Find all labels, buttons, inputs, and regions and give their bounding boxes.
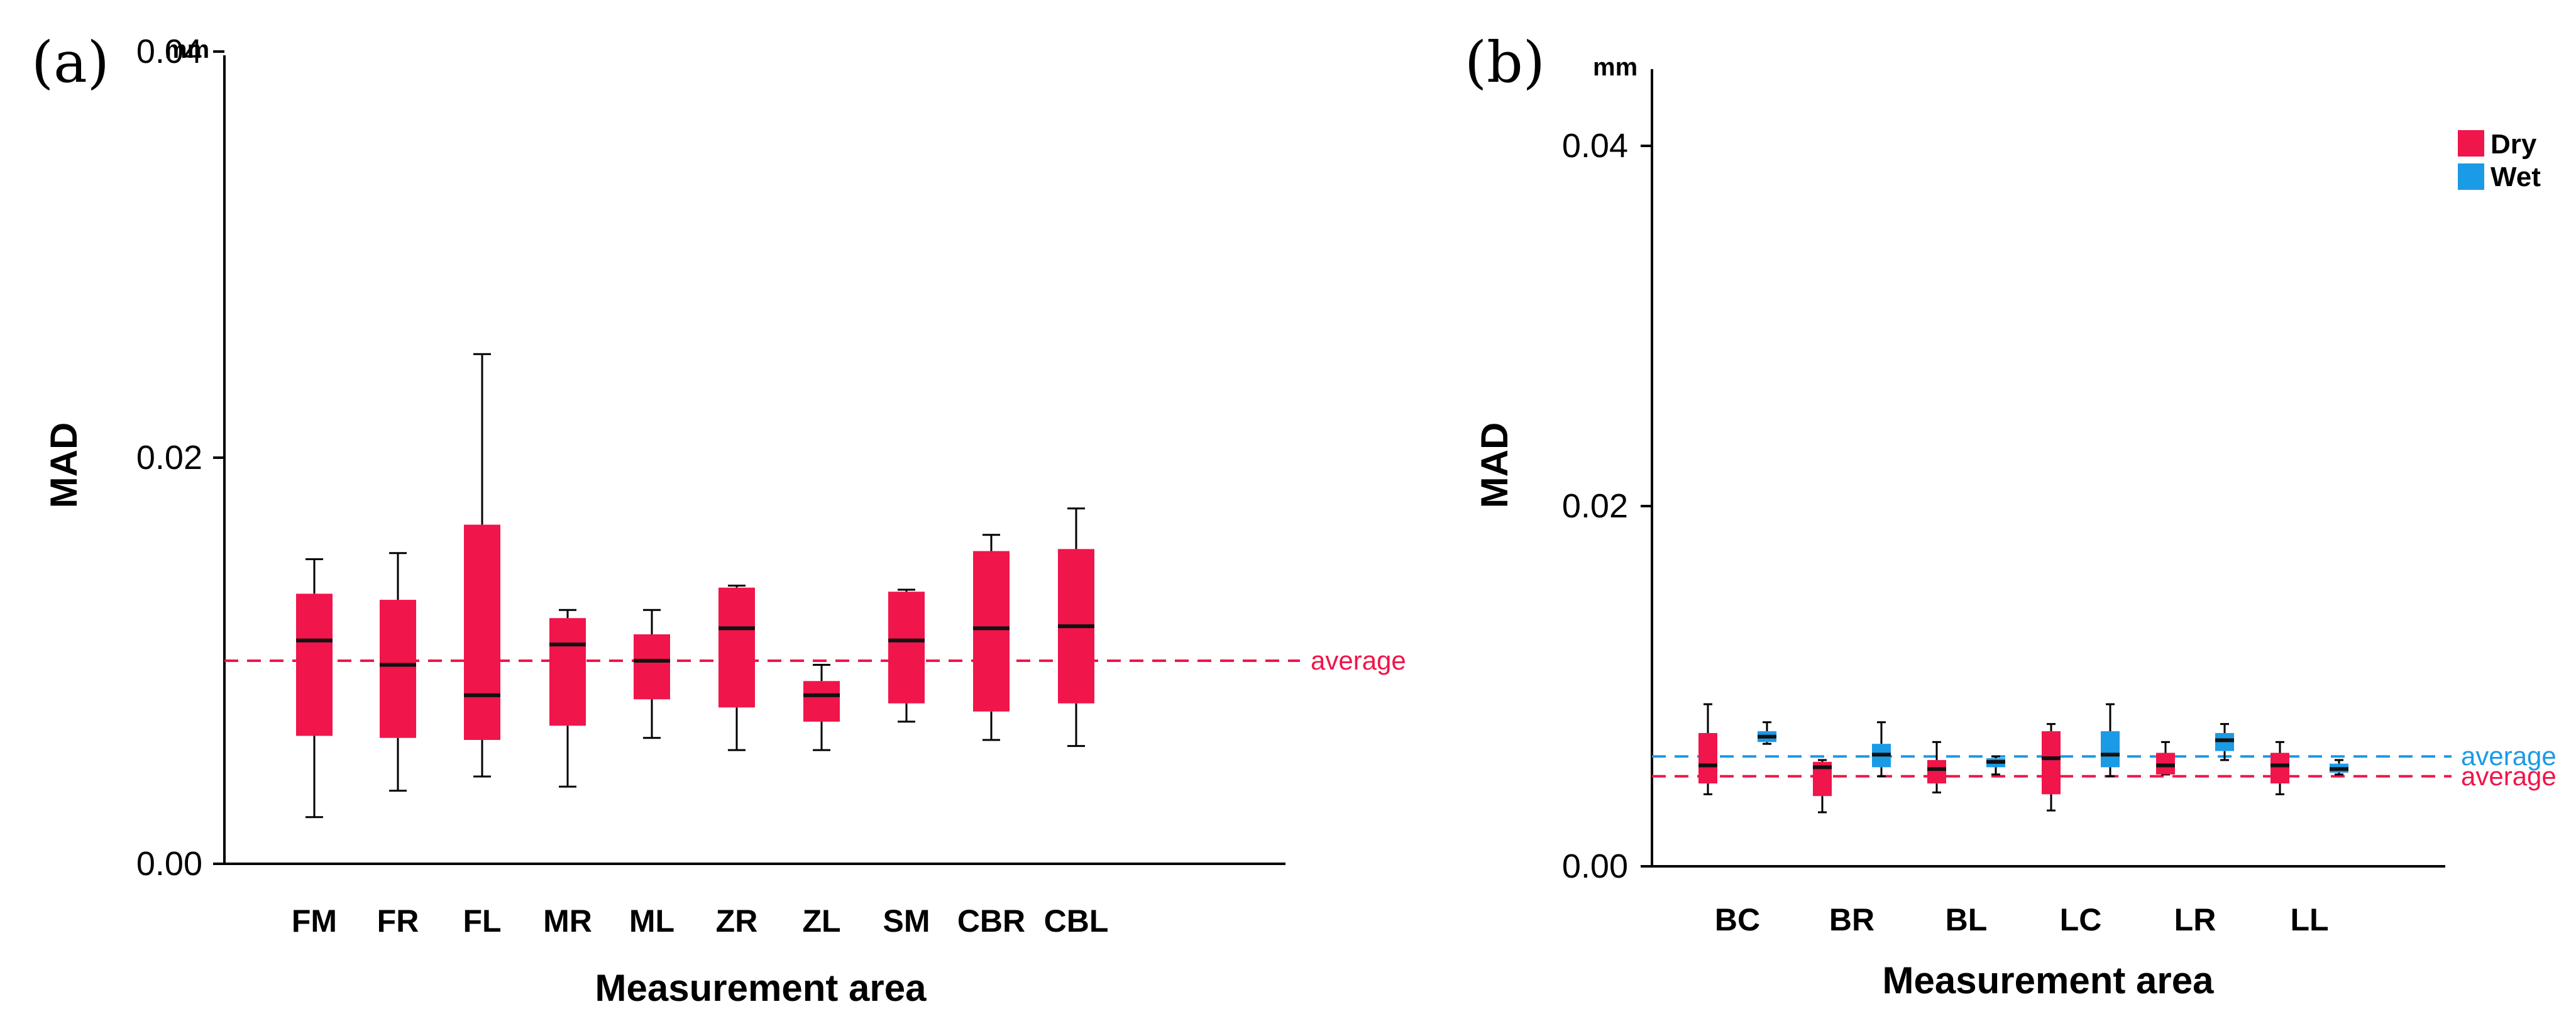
panel-a-label: (a) bbox=[31, 30, 109, 96]
panel-a-unit: mm bbox=[165, 36, 209, 63]
legend: Dry Wet bbox=[2458, 129, 2541, 192]
legend-label-dry: Dry bbox=[2491, 129, 2537, 160]
legend-label-wet: Wet bbox=[2491, 162, 2541, 192]
box-bc-dry bbox=[1698, 703, 1717, 795]
box-lr-dry bbox=[2156, 741, 2175, 776]
iqr-box bbox=[380, 600, 416, 738]
panel-a-y-axis-title: MAD bbox=[43, 422, 85, 509]
box-ml bbox=[634, 609, 670, 739]
category-label: FM bbox=[292, 903, 337, 939]
category-label: SM bbox=[883, 903, 930, 939]
box-ll-dry bbox=[2271, 741, 2289, 795]
box-fr bbox=[380, 552, 416, 792]
category-label: LR bbox=[2174, 902, 2216, 937]
panel-a: (a) mm MAD Measurement area 0.00 0.02 0.04… bbox=[31, 30, 1406, 1009]
legend-swatch-wet bbox=[2458, 163, 2484, 190]
legend-swatch-dry bbox=[2458, 130, 2484, 157]
box-bc-wet bbox=[1758, 721, 1776, 745]
panel-b-label: (b) bbox=[1465, 30, 1545, 96]
category-label: FR bbox=[377, 903, 419, 939]
category-label: BC bbox=[1715, 902, 1760, 937]
box-fm bbox=[296, 558, 333, 819]
iqr-box bbox=[973, 551, 1010, 712]
panel-b-unit: mm bbox=[1593, 53, 1638, 81]
iqr-box bbox=[1698, 732, 1717, 784]
box-sm bbox=[888, 588, 925, 723]
category-label: CBL bbox=[1044, 903, 1109, 939]
iqr-box bbox=[2101, 731, 2120, 768]
y-tick-label: 0.04 bbox=[1562, 127, 1628, 165]
iqr-box bbox=[2042, 731, 2061, 795]
average-label: average bbox=[2461, 761, 2557, 791]
category-label: BR bbox=[1829, 902, 1874, 937]
box-cbr bbox=[973, 534, 1010, 741]
y-tick-label: 0.04 bbox=[136, 33, 202, 70]
iqr-box bbox=[634, 634, 670, 700]
category-label: MR bbox=[543, 903, 592, 939]
box-zr bbox=[718, 584, 755, 751]
category-label: ZR bbox=[716, 903, 758, 939]
panel-b-x-axis-title: Measurement area bbox=[1883, 959, 2215, 1001]
box-br-dry bbox=[1813, 759, 1832, 814]
iqr-box bbox=[296, 593, 333, 736]
iqr-box bbox=[888, 592, 925, 703]
iqr-box bbox=[464, 524, 500, 740]
iqr-box bbox=[549, 618, 586, 726]
panel-a-x-axis-title: Measurement area bbox=[595, 967, 927, 1009]
category-label: LC bbox=[2060, 902, 2102, 937]
box-lc-dry bbox=[2042, 723, 2061, 812]
box-bl-wet bbox=[1986, 755, 2005, 776]
box-br-wet bbox=[1872, 721, 1891, 778]
panel-b: (b) mm MAD Measurement area 0.00 0.02 0.04… bbox=[1465, 30, 2557, 1001]
y-tick-label: 0.02 bbox=[136, 439, 202, 477]
y-tick-label: 0.02 bbox=[1562, 487, 1628, 525]
category-label: BL bbox=[1946, 902, 1988, 937]
box-fl bbox=[464, 353, 500, 778]
box-lr-wet bbox=[2215, 723, 2234, 761]
box-lc-wet bbox=[2101, 703, 2120, 778]
y-tick-label: 0.00 bbox=[136, 845, 202, 883]
average-label: average bbox=[1311, 646, 1406, 675]
box-zl bbox=[803, 663, 840, 751]
iqr-box bbox=[2271, 753, 2289, 784]
category-label: ML bbox=[629, 903, 674, 939]
iqr-box bbox=[1927, 759, 1946, 784]
average-label: average bbox=[2461, 741, 2557, 771]
category-label: LL bbox=[2290, 902, 2328, 937]
iqr-box bbox=[803, 681, 840, 722]
category-label: CBR bbox=[957, 903, 1025, 939]
category-label: FL bbox=[463, 903, 501, 939]
category-label: ZL bbox=[802, 903, 840, 939]
y-tick-label: 0.00 bbox=[1562, 847, 1628, 885]
box-bl-dry bbox=[1927, 741, 1946, 794]
iqr-box bbox=[718, 587, 755, 708]
box-ll-wet bbox=[2330, 759, 2348, 776]
box-cbl bbox=[1058, 507, 1094, 747]
box-mr bbox=[549, 609, 586, 788]
panel-b-y-axis-title: MAD bbox=[1473, 422, 1516, 509]
